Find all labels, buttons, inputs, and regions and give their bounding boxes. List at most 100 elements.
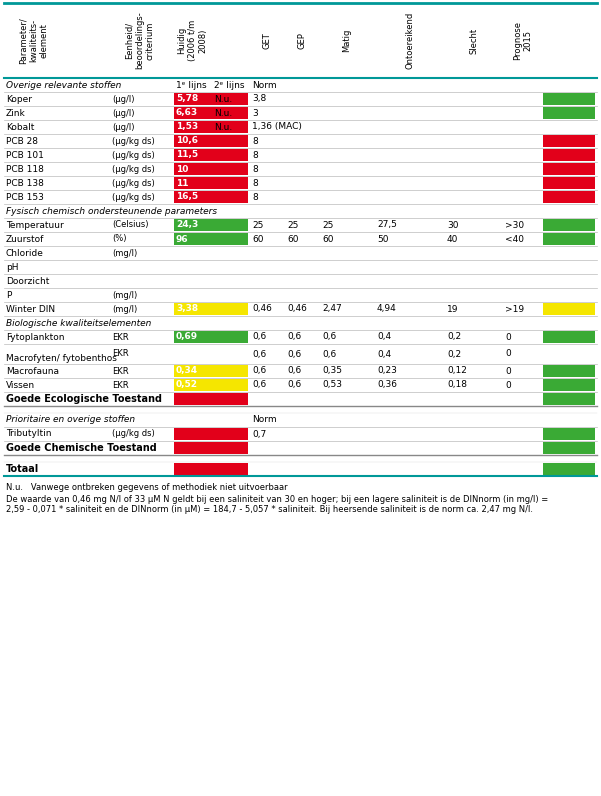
Text: (Celsius): (Celsius): [112, 220, 148, 229]
Bar: [543, 163, 595, 175]
Bar: [543, 177, 595, 189]
Text: (%): (%): [112, 235, 126, 244]
Text: 8: 8: [252, 178, 258, 188]
Text: N.u.: N.u.: [214, 108, 232, 118]
Text: 16,5: 16,5: [176, 193, 198, 201]
Text: 0,18: 0,18: [447, 380, 467, 389]
Bar: [543, 135, 595, 147]
Text: De waarde van 0,46 mg N/l of 33 μM N geldt bij een saliniteit van 30 en hoger; b: De waarde van 0,46 mg N/l of 33 μM N gel…: [6, 495, 548, 505]
Text: Winter DIN: Winter DIN: [6, 305, 55, 314]
Text: 0,35: 0,35: [322, 366, 342, 376]
Text: 2,59 - 0,071 * saliniteit en de DINnorm (in μM) = 184,7 - 5,057 * saliniteit. Bi: 2,59 - 0,071 * saliniteit en de DINnorm …: [6, 505, 533, 513]
Text: 27,5: 27,5: [377, 220, 397, 229]
Bar: [543, 107, 595, 119]
Text: 2,47: 2,47: [322, 305, 342, 314]
Bar: [174, 331, 248, 343]
Bar: [543, 463, 595, 475]
Text: Tributyltin: Tributyltin: [6, 430, 52, 439]
Text: PCB 138: PCB 138: [6, 178, 44, 188]
Bar: [543, 428, 595, 440]
Text: 4,94: 4,94: [377, 305, 397, 314]
Text: 0,6: 0,6: [252, 366, 266, 376]
Text: Fysisch chemisch ondersteunende parameters: Fysisch chemisch ondersteunende paramete…: [6, 206, 217, 216]
Text: Koper: Koper: [6, 95, 32, 103]
Text: 11,5: 11,5: [176, 150, 198, 159]
Text: 2ᵉ lijns: 2ᵉ lijns: [214, 80, 245, 89]
Bar: [174, 233, 248, 245]
Bar: [543, 442, 595, 454]
Bar: [174, 379, 248, 391]
Text: >30: >30: [505, 220, 524, 229]
Bar: [174, 121, 248, 133]
Bar: [543, 331, 595, 343]
Text: 11: 11: [176, 178, 189, 188]
Text: PCB 153: PCB 153: [6, 193, 44, 201]
Text: 8: 8: [252, 165, 258, 174]
Text: Goede Ecologische Toestand: Goede Ecologische Toestand: [6, 394, 162, 404]
Bar: [174, 393, 248, 405]
Bar: [174, 463, 248, 475]
Text: (μg/kg ds): (μg/kg ds): [112, 165, 154, 174]
Text: Totaal: Totaal: [6, 464, 39, 474]
Text: 0,12: 0,12: [447, 366, 467, 376]
Text: (mg/l): (mg/l): [112, 291, 137, 299]
Bar: [174, 303, 248, 315]
Text: PCB 101: PCB 101: [6, 150, 44, 159]
Text: Overige relevante stoffen: Overige relevante stoffen: [6, 80, 121, 89]
Text: Norm: Norm: [252, 416, 276, 424]
Text: 1,36 (MAC): 1,36 (MAC): [252, 123, 302, 131]
Bar: [174, 191, 248, 203]
Text: 0,46: 0,46: [287, 305, 307, 314]
Text: 60: 60: [287, 235, 299, 244]
Text: Temperatuur: Temperatuur: [6, 220, 64, 229]
Text: Huidig
(2006 t/m
2008): Huidig (2006 t/m 2008): [177, 20, 207, 61]
Text: 3,38: 3,38: [176, 305, 198, 314]
Text: Norm: Norm: [252, 80, 276, 89]
Text: 8: 8: [252, 193, 258, 201]
Text: 24,3: 24,3: [176, 220, 198, 229]
Text: 0,6: 0,6: [322, 333, 336, 341]
Text: 25: 25: [287, 220, 298, 229]
Text: 0,52: 0,52: [176, 380, 198, 389]
Text: PCB 28: PCB 28: [6, 136, 38, 146]
Text: EKR: EKR: [112, 333, 129, 341]
Text: N.u.: N.u.: [214, 123, 232, 131]
Bar: [174, 149, 248, 161]
Text: Macrofauna: Macrofauna: [6, 366, 59, 376]
Bar: [543, 379, 595, 391]
Text: (μg/kg ds): (μg/kg ds): [112, 150, 154, 159]
Text: 3: 3: [252, 108, 258, 118]
Text: 1ᵉ lijns: 1ᵉ lijns: [176, 80, 207, 89]
Text: Biologische kwaliteitselementen: Biologische kwaliteitselementen: [6, 318, 151, 327]
Bar: [174, 442, 248, 454]
Text: 5,78: 5,78: [176, 95, 198, 103]
Bar: [543, 393, 595, 405]
Text: Zuurstof: Zuurstof: [6, 235, 44, 244]
Text: 1,53: 1,53: [176, 123, 198, 131]
Text: 10,6: 10,6: [176, 136, 198, 146]
Text: 0,4: 0,4: [377, 349, 391, 358]
Text: (μg/kg ds): (μg/kg ds): [112, 430, 154, 439]
Text: Vissen: Vissen: [6, 380, 35, 389]
Text: (μg/kg ds): (μg/kg ds): [112, 178, 154, 188]
Text: EKR: EKR: [112, 349, 129, 358]
Bar: [174, 107, 248, 119]
Text: Goede Chemische Toestand: Goede Chemische Toestand: [6, 443, 157, 453]
Bar: [174, 177, 248, 189]
Text: 50: 50: [377, 235, 388, 244]
Text: Slecht: Slecht: [469, 27, 478, 53]
Text: 0: 0: [505, 380, 511, 389]
Text: P: P: [6, 291, 11, 299]
Text: 30: 30: [447, 220, 459, 229]
Text: 0,2: 0,2: [447, 349, 461, 358]
Text: Prioritaire en overige stoffen: Prioritaire en overige stoffen: [6, 416, 135, 424]
Bar: [543, 219, 595, 231]
Text: EKR: EKR: [112, 366, 129, 376]
Text: 0,23: 0,23: [377, 366, 397, 376]
Text: 0,69: 0,69: [176, 333, 198, 341]
Bar: [543, 303, 595, 315]
Text: 0,6: 0,6: [252, 349, 266, 358]
Text: (μg/l): (μg/l): [112, 95, 135, 103]
Bar: [543, 191, 595, 203]
Text: (μg/l): (μg/l): [112, 108, 135, 118]
